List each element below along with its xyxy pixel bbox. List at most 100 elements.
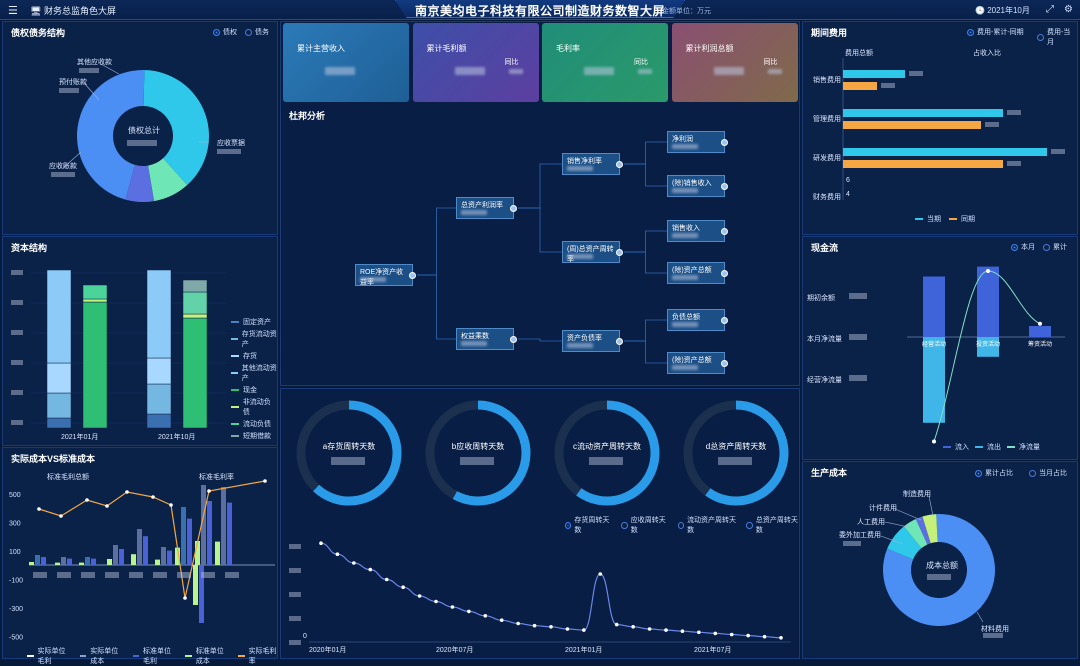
- cash-row-value-2: [849, 375, 867, 381]
- turnover-option-2[interactable]: 流动资产周转天数: [677, 515, 737, 535]
- kpi-card-2[interactable]: 毛利率 同比: [542, 23, 668, 102]
- dupont-node-asset_liability[interactable]: 资产负债率: [562, 330, 623, 352]
- node-value: [360, 277, 386, 282]
- radio-label: 本月: [1021, 244, 1035, 251]
- radio-expense-month[interactable]: 费用-当月: [1037, 27, 1077, 47]
- node-value: [672, 322, 698, 327]
- radio-prod-month[interactable]: 当月占比: [1029, 468, 1067, 478]
- node-expand-icon[interactable]: [721, 317, 728, 324]
- turnover-option-3[interactable]: 总资产周转天数: [746, 515, 799, 535]
- capital-legend-item[interactable]: 短期借款: [231, 431, 277, 441]
- cost-bar-standard-6: [187, 518, 192, 565]
- cost-bar-margin-3: [107, 559, 112, 565]
- radio-cash-month[interactable]: 本月: [1011, 242, 1035, 252]
- node-expand-icon[interactable]: [721, 228, 728, 235]
- capital-legend-item[interactable]: 流动负债: [231, 419, 277, 429]
- capital-legend-item[interactable]: 现金: [231, 385, 277, 395]
- dupont-node-multiplier[interactable]: 权益乘数: [456, 328, 517, 350]
- capital-legend-item[interactable]: 存货流动资产: [231, 329, 277, 349]
- expense-legend-item[interactable]: 当期: [915, 214, 941, 224]
- kpi-card-3[interactable]: 累计利润总额 同比: [671, 23, 798, 102]
- capital-legend-item[interactable]: 存货: [231, 351, 277, 361]
- dupont-node-total_liab[interactable]: 负债总额: [667, 309, 728, 331]
- dupont-node-asset_turnover[interactable]: (周)总资产周转率: [562, 241, 623, 263]
- cost-legend-item[interactable]: 标准单位毛利: [132, 646, 178, 666]
- cash-bar-label-2: 筹资活动: [1028, 340, 1052, 348]
- kpi-card-0[interactable]: 累计主营收入: [283, 23, 409, 102]
- cash-legend-item[interactable]: 流入: [943, 442, 969, 452]
- cost-bar-actual-3: [113, 545, 118, 565]
- node-expand-icon[interactable]: [721, 270, 728, 277]
- dupont-node-total_assets2[interactable]: (除)资产总额: [667, 352, 728, 374]
- legend-label: 短期借款: [243, 433, 271, 440]
- capital-legend-item[interactable]: 固定资产: [231, 317, 277, 327]
- legend-swatch: [949, 218, 957, 220]
- dupont-link-3: [518, 207, 562, 253]
- kpi-value: [454, 67, 485, 75]
- dupont-node-roa[interactable]: 总资产利润率: [456, 197, 517, 219]
- cost-legend-item[interactable]: 实际毛利率: [238, 646, 277, 666]
- gear-icon[interactable]: ⚙: [1064, 4, 1073, 15]
- cost-legend-item[interactable]: 标准单位成本: [185, 646, 230, 666]
- expense-legend-item[interactable]: 同期: [949, 214, 975, 224]
- capital-structure-title: 资本结构: [11, 243, 48, 253]
- cost-legend-item[interactable]: 实际单位毛利: [27, 646, 72, 666]
- node-label: 负债总额: [672, 314, 700, 321]
- radio-dot-icon: [746, 521, 753, 529]
- dupont-node-sales_rev2[interactable]: 销售收入: [667, 220, 728, 242]
- x-tick-value: [105, 572, 119, 578]
- cost-legend-item[interactable]: 实际单位成本: [79, 646, 125, 666]
- node-expand-icon[interactable]: [409, 272, 416, 279]
- y-tick-value: [11, 360, 23, 365]
- node-expand-icon[interactable]: [616, 249, 623, 256]
- dupont-node-total_assets1[interactable]: (除)资产总额: [667, 262, 728, 284]
- kpi-card-1[interactable]: 累计毛利额 同比: [412, 23, 539, 102]
- radio-dot-icon: [1011, 243, 1018, 251]
- capital-legend-item[interactable]: 其他流动资产: [231, 363, 277, 383]
- node-label: (周)总资产周转率: [567, 246, 614, 263]
- node-expand-icon[interactable]: [616, 161, 623, 168]
- fullscreen-icon[interactable]: ⤢: [1046, 4, 1054, 15]
- node-expand-icon[interactable]: [721, 183, 728, 190]
- monitor-role-label[interactable]: 🖥 财务总监角色大屏: [30, 6, 116, 16]
- capital-bar-2-0: [146, 413, 172, 429]
- radio-dot-icon: [1043, 243, 1050, 251]
- turnover-option-0[interactable]: 存货周转天数: [565, 515, 611, 535]
- x-tick-value: [225, 572, 239, 578]
- dupont-node-sales_rev1[interactable]: (除)销售收入: [667, 175, 728, 197]
- expense-category-label: 销售费用: [813, 75, 841, 84]
- legend-label: 流入: [955, 444, 969, 451]
- kpi-value: [325, 67, 355, 75]
- radio-debt-owed[interactable]: 债务: [245, 27, 269, 37]
- radio-debt-claim[interactable]: 债权: [213, 27, 237, 37]
- prod-label-material: 材料费用: [981, 626, 1009, 633]
- cash-outflow-bar-0: [923, 337, 945, 423]
- node-value: [672, 275, 698, 280]
- radio-prod-cumulative[interactable]: 累计占比: [975, 468, 1013, 478]
- capital-legend-item[interactable]: 非流动负债: [231, 397, 277, 417]
- dupont-node-net_profit[interactable]: 净利润: [667, 131, 728, 153]
- cost-bar-actual-5: [161, 547, 166, 565]
- cash-flow-chart: 经营活动 投资活动 筹资活动: [849, 266, 1065, 444]
- node-expand-icon[interactable]: [510, 205, 517, 212]
- expense-col-ratio: 占收入比: [973, 50, 1001, 57]
- cash-legend-item[interactable]: 净流量: [1007, 442, 1040, 452]
- cash-legend-item[interactable]: 流出: [975, 442, 1001, 452]
- node-expand-icon[interactable]: [616, 338, 623, 345]
- date-picker[interactable]: 🕓 2021年10月: [975, 6, 1030, 15]
- production-donut-chart: [843, 495, 1003, 638]
- expense-bar-previous-0: [843, 82, 877, 90]
- node-expand-icon[interactable]: [721, 139, 728, 146]
- dupont-node-net_margin[interactable]: 销售净利率: [562, 153, 623, 175]
- margin-rate-point-0: [37, 507, 41, 511]
- node-expand-icon[interactable]: [510, 336, 517, 343]
- node-expand-icon[interactable]: [721, 360, 728, 367]
- radio-expense-cumulative[interactable]: 费用-累计-同期: [967, 27, 1024, 37]
- menu-icon[interactable]: ☰: [8, 5, 18, 17]
- legend-label: 流动负债: [243, 421, 271, 428]
- dupont-node-roe[interactable]: ROE净资产收益率: [355, 264, 416, 286]
- radio-dot-icon: [975, 469, 982, 477]
- prod-value-material: [983, 633, 1003, 638]
- radio-cash-cumulative[interactable]: 累计: [1043, 242, 1067, 252]
- turnover-option-1[interactable]: 应收周转天数: [621, 515, 667, 535]
